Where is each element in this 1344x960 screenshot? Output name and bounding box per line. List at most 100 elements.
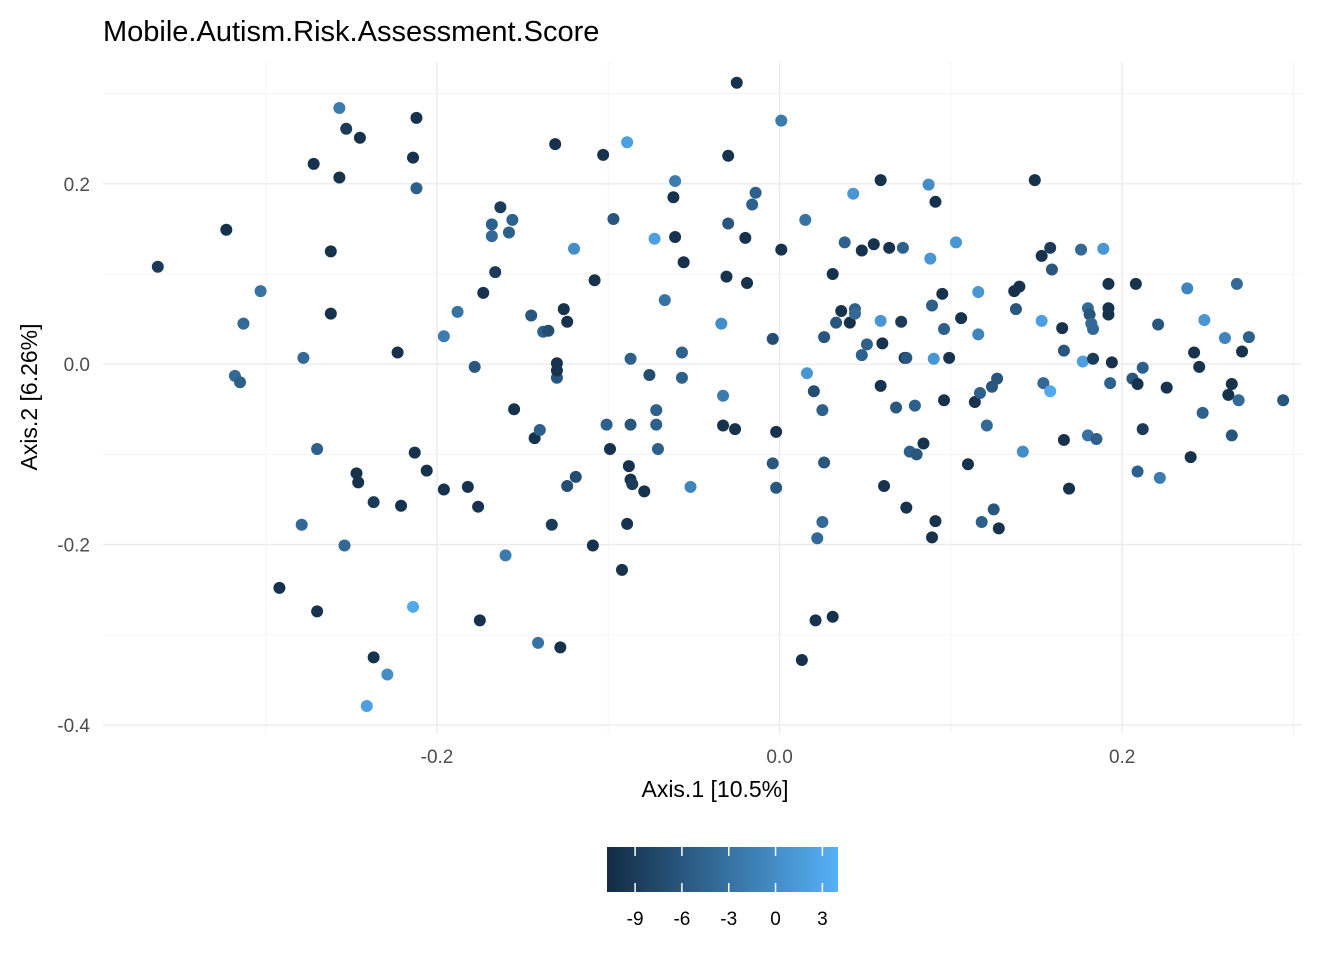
data-point <box>395 499 408 512</box>
data-point <box>1056 322 1069 335</box>
data-point <box>607 212 620 225</box>
data-point <box>775 114 788 127</box>
data-point <box>367 496 380 509</box>
data-point <box>675 371 688 384</box>
data-point <box>770 481 783 494</box>
colorbar-ticks: -9 -6 -3 0 3 <box>627 847 828 930</box>
data-point <box>597 148 610 161</box>
data-point <box>677 256 690 269</box>
data-point <box>353 131 366 144</box>
data-point <box>1277 394 1290 407</box>
data-point <box>643 368 656 381</box>
data-point <box>1129 277 1142 290</box>
data-point <box>532 636 545 649</box>
data-point <box>720 270 733 283</box>
data-point <box>420 464 433 477</box>
data-point <box>508 403 521 416</box>
x-tick-label: 0.0 <box>766 747 792 768</box>
y-axis-title: Axis.2 [6.26%] <box>16 323 42 470</box>
data-point <box>494 201 507 214</box>
data-point <box>1198 313 1211 326</box>
data-point <box>561 479 574 492</box>
data-point <box>473 614 486 627</box>
data-point <box>1222 388 1235 401</box>
data-point <box>910 448 923 461</box>
x-axis-ticks: -0.2 0.0 0.2 <box>421 747 1136 768</box>
data-point <box>1104 377 1117 390</box>
x-tick-label: 0.2 <box>1109 747 1135 768</box>
data-point <box>554 641 567 654</box>
data-point <box>615 563 628 576</box>
data-point <box>1035 314 1048 327</box>
data-point <box>1035 249 1048 262</box>
data-point <box>338 539 351 552</box>
data-point <box>220 223 233 236</box>
data-point <box>1105 356 1118 369</box>
data-point <box>437 330 450 343</box>
data-point <box>1057 344 1070 357</box>
data-point <box>1230 277 1243 290</box>
data-point <box>1218 332 1231 345</box>
data-point <box>1013 280 1026 293</box>
data-point <box>950 236 963 249</box>
data-point <box>621 136 634 149</box>
data-point <box>624 352 637 365</box>
data-point <box>860 338 873 351</box>
data-point <box>1152 318 1165 331</box>
data-point <box>237 317 250 330</box>
data-point <box>489 266 502 279</box>
data-point <box>352 476 365 489</box>
data-point <box>816 404 829 417</box>
data-point <box>938 394 951 407</box>
data-point <box>658 294 671 307</box>
data-point <box>908 399 921 412</box>
data-point <box>650 418 663 431</box>
data-point <box>809 614 822 627</box>
chart-title: Mobile.Autism.Risk.Assessment.Score <box>103 16 599 48</box>
data-point <box>799 213 812 226</box>
y-tick-label: -0.4 <box>57 716 90 737</box>
data-point <box>749 186 762 199</box>
data-point <box>675 346 688 359</box>
data-point <box>1044 385 1057 398</box>
data-point <box>407 600 420 613</box>
data-point <box>1153 471 1166 484</box>
data-point <box>525 309 538 322</box>
data-point <box>367 651 380 664</box>
data-point <box>451 305 464 318</box>
data-point <box>1009 303 1022 316</box>
data-point <box>684 480 697 493</box>
data-point <box>826 267 839 280</box>
data-point <box>972 328 985 341</box>
y-tick-label: 0.0 <box>64 355 90 376</box>
data-point <box>477 286 490 299</box>
data-point <box>924 252 937 265</box>
data-point <box>938 322 951 335</box>
data-point <box>717 389 730 402</box>
data-point <box>1037 377 1050 390</box>
data-point <box>929 195 942 208</box>
data-point <box>1136 423 1149 436</box>
data-point <box>746 198 759 211</box>
data-point <box>586 539 599 552</box>
data-point <box>1102 308 1115 321</box>
data-point <box>922 178 935 191</box>
data-point <box>980 419 993 432</box>
data-point <box>311 605 324 618</box>
data-point <box>926 299 939 312</box>
data-point <box>975 516 988 529</box>
data-point <box>972 286 985 299</box>
data-point <box>826 610 839 623</box>
data-point <box>1131 378 1144 391</box>
data-point <box>900 501 913 514</box>
data-point <box>739 231 752 244</box>
data-point <box>569 470 582 483</box>
colorbar-tick-label: -3 <box>720 909 737 930</box>
colorbar-tick-label: -6 <box>673 909 690 930</box>
data-point <box>650 404 663 417</box>
data-point <box>936 287 949 300</box>
data-point <box>461 480 474 493</box>
data-point <box>1044 241 1057 254</box>
data-point <box>876 337 889 350</box>
data-point <box>604 442 617 455</box>
